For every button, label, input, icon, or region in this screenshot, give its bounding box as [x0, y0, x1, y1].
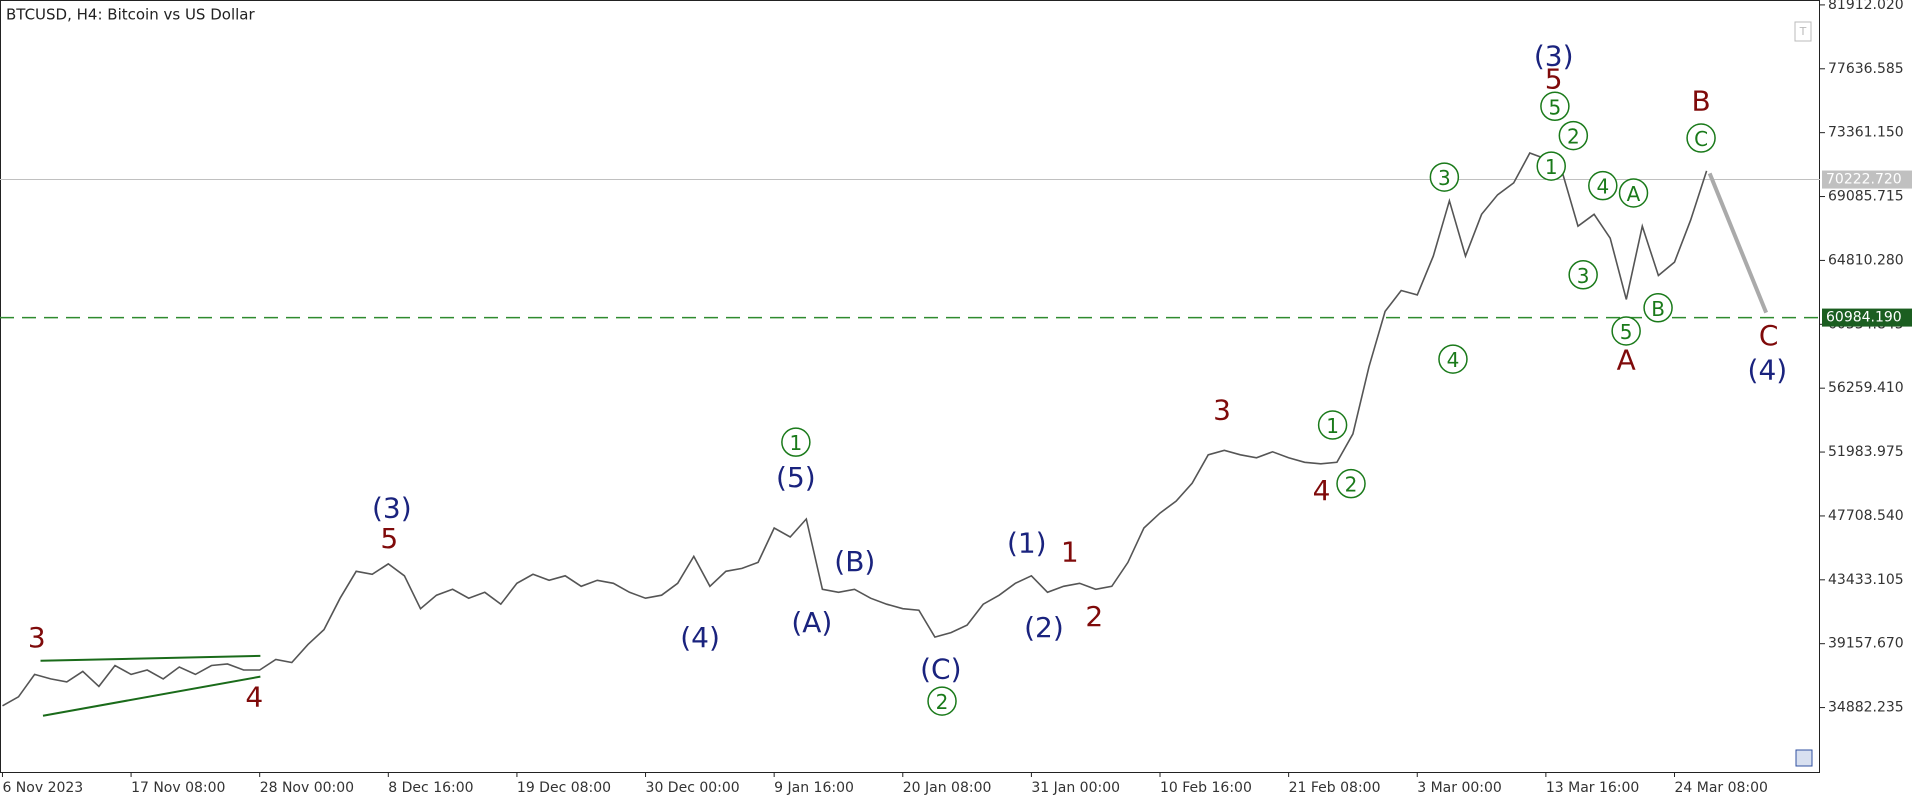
- wave-label: B: [1691, 85, 1710, 118]
- x-tick-label: 6 Nov 2023: [2, 780, 83, 796]
- x-tick-label: 28 Nov 00:00: [260, 780, 354, 796]
- wave-label: C: [1694, 127, 1708, 151]
- y-tick-label: 39157.670: [1828, 636, 1904, 652]
- chart-title: BTCUSD, H4: Bitcoin vs US Dollar: [6, 6, 255, 24]
- y-tick-label: 51983.975: [1828, 444, 1904, 460]
- wave-label: 5: [380, 522, 398, 555]
- wave-label: (2): [1024, 611, 1064, 644]
- wave-label: (3): [1534, 39, 1574, 72]
- wave-label: 1: [1061, 535, 1079, 568]
- price-line-series: [2, 152, 1708, 707]
- x-tick-label: 13 Mar 16:00: [1546, 780, 1639, 796]
- x-tick-label: 10 Feb 16:00: [1160, 780, 1252, 796]
- wave-circle: [781, 427, 811, 457]
- wave-circle: [1568, 260, 1598, 290]
- wave-label: 5: [1549, 95, 1562, 119]
- wave-circle: [1618, 178, 1649, 208]
- wave-circle: [927, 686, 957, 716]
- wave-label: 3: [1577, 264, 1590, 288]
- wave-circle: [1558, 120, 1589, 151]
- wave-label: 4: [245, 681, 263, 714]
- x-tick-label: 19 Dec 08:00: [517, 780, 611, 796]
- wave-circle: [1336, 468, 1366, 499]
- wave-label: 3: [28, 621, 46, 654]
- wave-circle: [1438, 344, 1468, 374]
- wave-label: 3: [1438, 166, 1451, 190]
- y-tick-label: 73361.150: [1828, 125, 1904, 141]
- wave-circle: [1686, 123, 1716, 153]
- wave-label: 1: [1326, 414, 1339, 438]
- projection: [1707, 172, 1769, 314]
- triangle-lower: [42, 675, 261, 717]
- level-label-box: [1822, 308, 1912, 327]
- y-tick-label: 77636.585: [1828, 61, 1904, 77]
- wave-label: 2: [1345, 473, 1358, 497]
- y-tick-label: 81912.020: [1828, 0, 1904, 13]
- wave-circle: [1611, 316, 1641, 346]
- x-tick-label: 31 Jan 00:00: [1031, 780, 1120, 796]
- wave-label: 2: [1085, 600, 1103, 633]
- wave-label: (4): [680, 621, 720, 654]
- x-tick-label: 3 Mar 00:00: [1417, 780, 1502, 796]
- wave-label: A: [1627, 182, 1641, 206]
- wave-label: (B): [834, 545, 875, 578]
- x-tick-label: 17 Nov 08:00: [131, 780, 225, 796]
- y-tick-label: 69085.715: [1828, 189, 1904, 205]
- wave-circle: [1540, 91, 1570, 122]
- y-tick-label: 47708.540: [1828, 508, 1904, 524]
- wave-circle: [1429, 162, 1460, 192]
- wave-label: 3: [1213, 394, 1231, 427]
- wave-label: A: [1617, 344, 1636, 377]
- wave-label: 5: [1620, 320, 1633, 344]
- price-label-box: [1822, 170, 1912, 189]
- x-tick-label: 30 Dec 00:00: [646, 780, 740, 796]
- wave-label: 1: [790, 431, 803, 455]
- y-tick-label: 56259.410: [1828, 380, 1904, 396]
- wave-label: (4): [1748, 353, 1788, 386]
- wave-label: (3): [372, 491, 412, 524]
- wave-label: 4: [1313, 474, 1331, 507]
- x-tick-label: 9 Jan 16:00: [774, 780, 854, 796]
- wave-label: 2: [1567, 125, 1580, 149]
- price-label: 70222.720: [1826, 172, 1902, 188]
- wave-label: 1: [1545, 155, 1558, 179]
- level-label: 60984.190: [1826, 310, 1902, 326]
- wave-label: (5): [776, 461, 816, 494]
- x-tick-label: 21 Feb 08:00: [1289, 780, 1381, 796]
- triangle-upper: [40, 654, 261, 662]
- wave-label: (C): [920, 653, 961, 686]
- x-tick-label: 8 Dec 16:00: [388, 780, 473, 796]
- y-tick-label: 64810.280: [1828, 252, 1904, 268]
- toolbar-icon-text: T: [1799, 25, 1807, 38]
- wave-circle: [1536, 151, 1566, 181]
- plot-frame: [0, 0, 1820, 773]
- wave-label: B: [1651, 297, 1665, 321]
- x-tick-label: 24 Mar 08:00: [1674, 780, 1767, 796]
- wave-circle: [1643, 293, 1673, 323]
- wave-label: C: [1759, 319, 1779, 352]
- y-tick-label: 34882.235: [1828, 700, 1904, 716]
- x-tick-label: 20 Jan 08:00: [903, 780, 992, 796]
- y-tick-label: 43433.105: [1828, 572, 1904, 588]
- wave-label: 4: [1447, 348, 1460, 372]
- wave-label: 2: [936, 690, 949, 714]
- corner-icon[interactable]: [1795, 749, 1813, 767]
- wave-circle: [1588, 170, 1618, 201]
- wave-circle: [1317, 410, 1348, 440]
- wave-label: 4: [1596, 175, 1609, 199]
- wave-label: (1): [1007, 527, 1047, 560]
- toolbar-icon[interactable]: [1794, 21, 1812, 42]
- wave-label: 5: [1545, 63, 1563, 96]
- wave-label: (A): [791, 606, 832, 639]
